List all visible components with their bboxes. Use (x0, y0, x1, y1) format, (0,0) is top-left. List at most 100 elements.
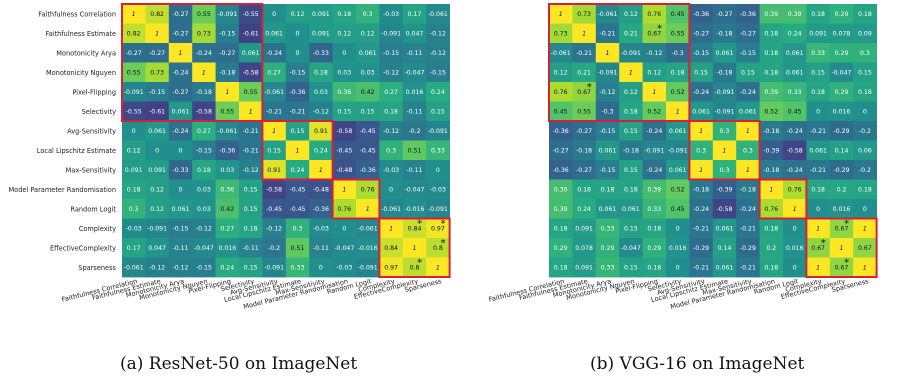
cell-value-label: 0.15 (624, 128, 638, 135)
cell-value-label: 0.73 (197, 31, 211, 38)
cell-value-label: 1 (699, 167, 703, 174)
heatmap-cell (262, 43, 287, 63)
cell-value-label: -0.061 (428, 11, 448, 18)
heatmap-cell (426, 160, 450, 180)
heatmap-cell (285, 43, 310, 63)
cell-value-label: -0.12 (430, 50, 446, 57)
heatmap-cell (736, 218, 760, 239)
cell-value-label: 0.8 (410, 265, 420, 272)
cell-value-label: 0.016 (218, 245, 236, 252)
heatmap-cell (806, 82, 831, 102)
cell-value-label: 0.09 (858, 31, 872, 38)
cell-value-label: 0.3 (860, 50, 870, 57)
heatmap-cell (379, 160, 404, 180)
heatmap-cell (642, 238, 667, 258)
heatmap-cell (759, 101, 784, 122)
cell-value-label: 0.27 (267, 70, 281, 77)
heatmap-cell (192, 218, 216, 239)
heatmap-cell (309, 23, 333, 44)
significance-star-icon: * (417, 219, 422, 230)
heatmap-cell (619, 23, 643, 44)
heatmap-cell (402, 121, 427, 141)
cell-value-label: -0.45 (360, 148, 376, 155)
heatmap-cell (572, 43, 597, 63)
cell-value-label: 0 (155, 148, 159, 155)
cell-value-label: 0.3 (743, 148, 753, 155)
cell-value-label: 0 (296, 50, 300, 57)
cell-value-label: 0.15 (624, 265, 638, 272)
heatmap-cell (853, 218, 877, 239)
cell-value-label: -0.27 (576, 167, 592, 174)
cell-value-label: -0.047 (194, 245, 214, 252)
heatmap-cell (619, 199, 643, 219)
heatmap-cell (168, 179, 193, 200)
cell-value-label: 0.17 (408, 11, 422, 18)
cell-value-label: 0.42 (361, 89, 375, 96)
cell-value-label: 0.67 (835, 265, 849, 272)
heatmap-cell (379, 179, 404, 200)
heatmap-cell (356, 160, 380, 180)
cell-value-label: 0.15 (244, 206, 258, 213)
heatmap-cell (402, 62, 427, 83)
heatmap-cell (642, 257, 667, 278)
cell-value-label: 0.12 (647, 70, 661, 77)
heatmap-cell (215, 43, 240, 63)
cell-value-label: 0.76 (647, 11, 661, 18)
heatmap-cell (426, 101, 450, 122)
caption-resnet50: (a) ResNet-50 on ImageNet (120, 354, 358, 374)
heatmap-cell (712, 238, 737, 258)
cell-value-label: 0.55 (244, 89, 258, 96)
heatmap-cell (332, 160, 357, 180)
cell-value-label: -0.27 (172, 89, 188, 96)
cell-value-label: 0.39 (788, 11, 802, 18)
cell-value-label: 0 (389, 187, 393, 194)
heatmap-cell (783, 121, 807, 141)
heatmap-cell (666, 160, 690, 180)
heatmap-cell (572, 238, 597, 258)
heatmap-cell (806, 140, 831, 161)
cell-value-label: 0.18 (337, 11, 351, 18)
cell-value-label: 0.18 (314, 70, 328, 77)
heatmap-cell (215, 4, 240, 24)
cell-value-label: 0.18 (858, 11, 872, 18)
heatmap-cell (122, 179, 146, 200)
heatmap-cell (712, 257, 737, 278)
heatmap-cell (829, 62, 854, 83)
cell-value-label: -0.24 (787, 128, 803, 135)
cell-value-label: 0 (272, 11, 276, 18)
cell-value-label: 0.061 (716, 265, 734, 272)
heatmap-cell (122, 160, 146, 180)
cell-value-label: 0.18 (197, 167, 211, 174)
heatmap-cell (145, 23, 170, 44)
heatmap-cell (239, 257, 263, 278)
heatmap-cell (239, 179, 263, 200)
heatmap-cell (736, 62, 760, 83)
cell-value-label: -0.36 (289, 89, 305, 96)
heatmap-cell (806, 62, 831, 83)
cell-value-label: -0.03 (430, 187, 446, 194)
cell-value-label: 0.3 (293, 226, 303, 233)
cell-value-label: 0.18 (554, 265, 568, 272)
heatmap-cell (168, 160, 193, 180)
cell-value-label: -0.24 (266, 50, 282, 57)
cell-value-label: 1 (155, 31, 159, 38)
cell-value-label: -0.15 (599, 128, 615, 135)
cell-value-label: 0.67 (858, 245, 872, 252)
cell-value-label: -0.58 (716, 206, 732, 213)
cell-value-label: 1 (816, 265, 820, 272)
cell-value-label: -0.27 (740, 31, 756, 38)
heatmap-cell (192, 4, 216, 24)
row-tick-label: Local Lipschitz Estimate (37, 147, 116, 155)
heatmap-cell (689, 43, 714, 63)
cell-value-label: -0.091 (217, 11, 237, 18)
cell-value-label: -0.2 (408, 128, 420, 135)
heatmap-cell (549, 257, 573, 278)
heatmap-cell (549, 160, 573, 180)
heatmap-cell (689, 257, 714, 278)
cell-value-label: 0.76 (361, 187, 375, 194)
cell-value-label: 0.67 (811, 245, 825, 252)
cell-value-label: 0.29 (647, 245, 661, 252)
heatmap-cell (402, 23, 427, 44)
cell-value-label: -0.36 (313, 206, 329, 213)
cell-value-label: -0.11 (313, 245, 329, 252)
